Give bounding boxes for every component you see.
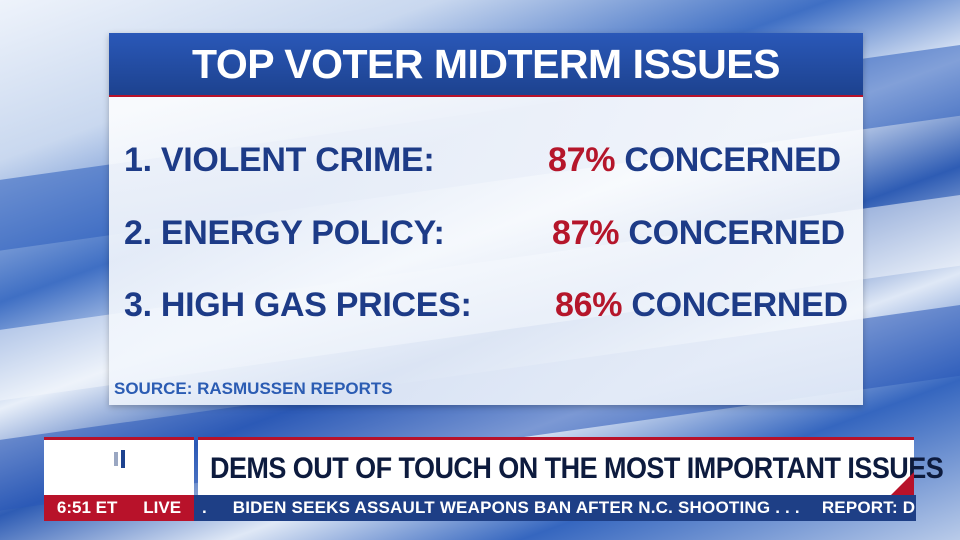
issue-label: 1. VIOLENT CRIME: — [124, 141, 435, 179]
headline-text: DEMS OUT OF TOUCH ON THE MOST IMPORTANT … — [210, 452, 944, 485]
network-logo-icon — [114, 450, 125, 468]
issue-value: 86% CONCERNED — [555, 286, 848, 325]
news-ticker: 6:51 ET LIVE . BIDEN SEEKS ASSAULT WEAPO… — [44, 495, 916, 521]
headline-accent — [888, 472, 914, 498]
issue-row: 2. ENERGY POLICY: 87% CONCERNED — [124, 214, 851, 258]
issue-row: 1. VIOLENT CRIME: 87% CONCERNED — [124, 141, 851, 185]
issue-label: 3. HIGH GAS PRICES: — [124, 286, 472, 324]
issue-percent: 87% — [552, 214, 620, 252]
source-credit: SOURCE: RASMUSSEN REPORTS — [114, 379, 393, 398]
clock-time: 6:51 ET — [56, 498, 118, 517]
card-header: TOP VOTER MIDTERM ISSUES — [109, 33, 863, 97]
issue-label: 2. ENERGY POLICY: — [124, 214, 445, 252]
issue-value: 87% CONCERNED — [548, 141, 841, 180]
issue-suffix: CONCERNED — [624, 141, 841, 179]
live-badge: LIVE — [143, 498, 182, 517]
time-live-block: 6:51 ET LIVE — [44, 495, 194, 521]
card-title: TOP VOTER MIDTERM ISSUES — [192, 40, 780, 87]
issue-suffix: CONCERNED — [628, 214, 845, 252]
issues-card: TOP VOTER MIDTERM ISSUES 1. VIOLENT CRIM… — [109, 33, 863, 405]
ticker-item: BIDEN SEEKS ASSAULT WEAPONS BAN AFTER N.… — [232, 498, 800, 517]
ticker-separator: . — [202, 498, 207, 517]
ticker-item: REPORT: D.C. A — [821, 498, 916, 517]
issue-suffix: CONCERNED — [631, 286, 848, 324]
issue-percent: 86% — [555, 286, 623, 324]
issue-percent: 87% — [548, 141, 616, 179]
headline-bar: DEMS OUT OF TOUCH ON THE MOST IMPORTANT … — [198, 437, 944, 498]
issue-value: 87% CONCERNED — [552, 214, 845, 253]
network-logo-panel — [44, 437, 194, 498]
issue-row: 3. HIGH GAS PRICES: 86% CONCERNED — [124, 286, 851, 330]
